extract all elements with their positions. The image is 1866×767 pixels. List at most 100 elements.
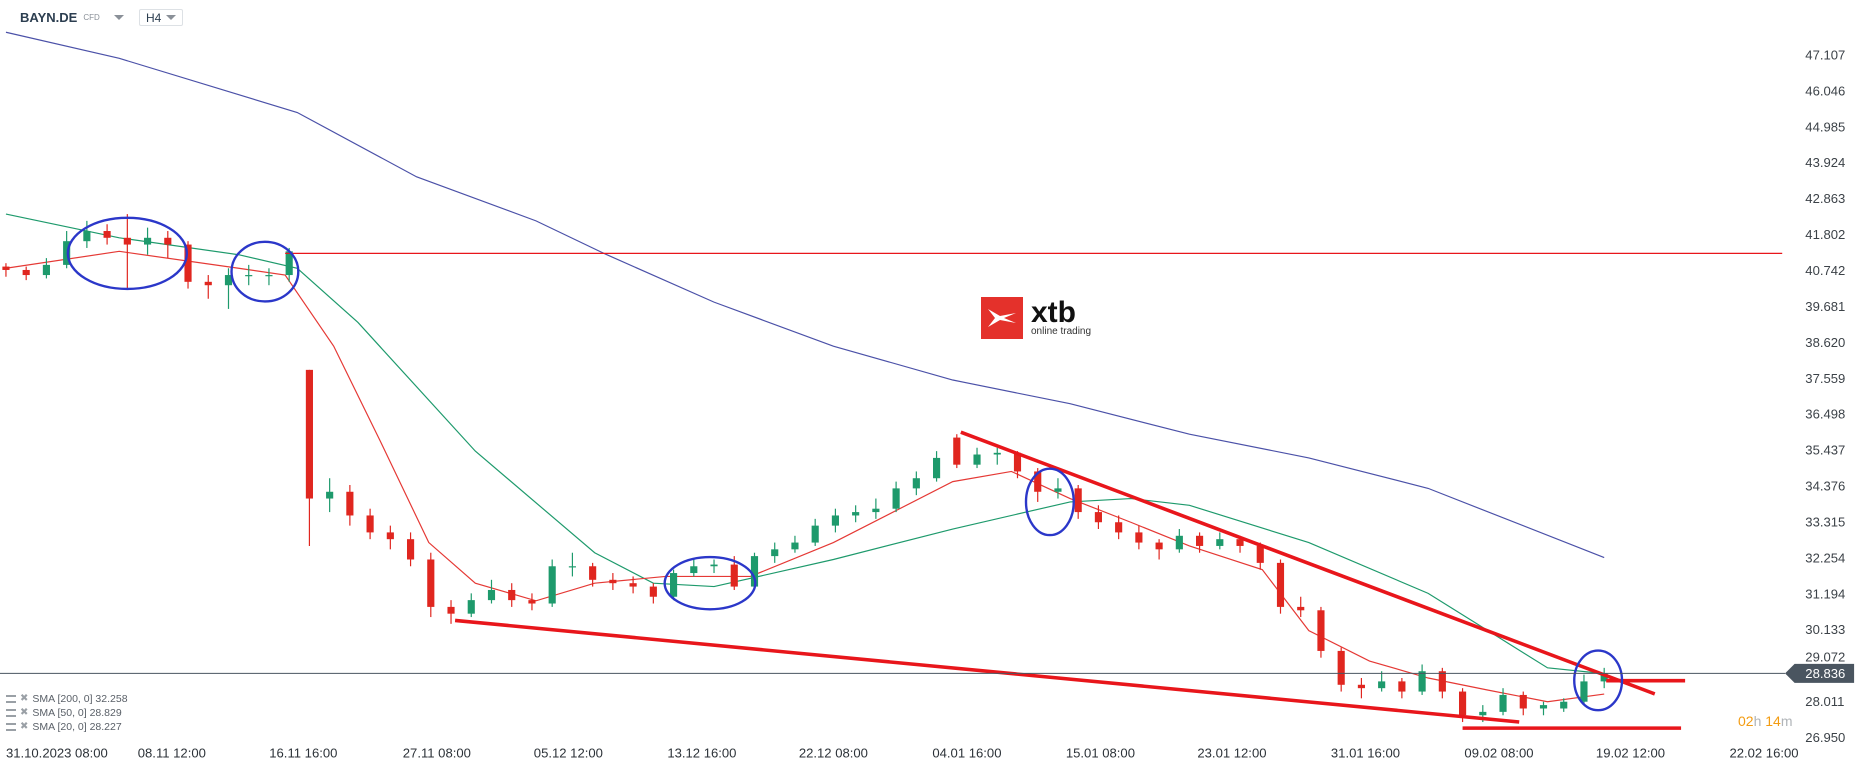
sma20-line [5, 250, 1605, 703]
x-tick-label: 31.01 16:00 [1331, 745, 1400, 760]
x-tick-label: 22.02 16:00 [1729, 745, 1798, 760]
candle-body [1357, 684, 1365, 689]
x-tick-label: 27.11 08:00 [403, 745, 471, 760]
candle-body [1054, 488, 1062, 492]
candle-body [568, 566, 576, 568]
candle-body [1418, 671, 1426, 692]
legend-label: SMA [200, 0] 32.258 [32, 693, 128, 705]
close-icon[interactable]: ✖ [20, 721, 29, 732]
highlight-ellipse [1024, 467, 1075, 537]
candle-body [1074, 488, 1082, 513]
candle-body [143, 237, 152, 245]
y-tick-label: 30.133 [1805, 622, 1845, 637]
candle-body [1115, 522, 1123, 533]
timer-m-unit: m [1780, 713, 1793, 729]
y-tick-label: 36.498 [1805, 407, 1845, 422]
candle-body [730, 564, 738, 587]
candle-body [1094, 512, 1102, 523]
chevron-down-icon [166, 15, 176, 20]
candle-body [1378, 681, 1386, 689]
candle-body [1600, 673, 1608, 682]
candle-body [265, 275, 273, 277]
candle-body [285, 251, 293, 276]
y-tick-label: 37.559 [1805, 371, 1845, 386]
candle-body [447, 606, 455, 614]
y-tick-label: 41.802 [1805, 227, 1845, 242]
candle-body [892, 488, 900, 509]
highlight-ellipse [66, 216, 189, 291]
settings-icon[interactable] [6, 723, 16, 731]
xtb-logo-icon [981, 297, 1023, 339]
legend-item-sma20[interactable]: ✖ SMA [20, 0] 28.227 [6, 720, 128, 734]
candle-body [1539, 705, 1548, 709]
candle-body [993, 452, 1001, 455]
current-price-label: 28.836 [1805, 666, 1845, 681]
candle-body [508, 589, 516, 601]
y-tick-label: 31.194 [1805, 586, 1845, 601]
y-tick-label: 47.107 [1805, 47, 1845, 62]
candle-body [1317, 610, 1325, 651]
indicator-legend: ✖ SMA [200, 0] 32.258 ✖ SMA [50, 0] 28.829… [6, 692, 128, 734]
chevron-down-icon[interactable] [113, 15, 124, 20]
candle-body [1519, 694, 1527, 709]
y-tick-label: 40.742 [1805, 263, 1845, 278]
candle-body [1034, 471, 1042, 492]
candle-body [204, 281, 212, 286]
legend-item-sma50[interactable]: ✖ SMA [50, 0] 28.829 [6, 706, 128, 720]
close-icon[interactable]: ✖ [20, 693, 29, 704]
upper-trendline [960, 430, 1656, 696]
candle-body [953, 437, 961, 465]
candle-body [1580, 681, 1588, 702]
y-tick-label: 28.011 [1805, 694, 1844, 709]
candle-body [690, 566, 698, 574]
candle-body [406, 539, 415, 560]
logo-text: xtb [1031, 295, 1076, 329]
close-icon[interactable]: ✖ [20, 707, 29, 718]
candle-body [609, 579, 617, 584]
candle-body [872, 508, 880, 513]
candle-body [1479, 711, 1487, 716]
candle-body [811, 525, 819, 543]
candle-body [771, 549, 779, 557]
settings-icon[interactable] [6, 709, 16, 717]
candle-body [1499, 694, 1507, 712]
candle-body [22, 269, 30, 276]
candle-body [710, 564, 718, 567]
legend-label: SMA [20, 0] 28.227 [32, 721, 122, 733]
candle-body [669, 573, 678, 597]
instrument-type: CFD [83, 13, 100, 22]
legend-item-sma200[interactable]: ✖ SMA [200, 0] 32.258 [6, 692, 128, 706]
y-tick-label: 33.315 [1805, 514, 1845, 529]
y-tick-label: 29.072 [1805, 650, 1845, 665]
y-tick-label: 26.950 [1805, 730, 1845, 745]
settings-icon[interactable] [6, 695, 16, 703]
lower-trendline [454, 618, 1520, 724]
candle-body [1155, 542, 1163, 550]
candle-body [528, 600, 536, 604]
candle-timer: 02h 14m [1738, 713, 1793, 729]
x-tick-label: 15.01 08:00 [1066, 745, 1135, 760]
candle-body [1276, 562, 1285, 607]
symbol-name: BAYN.DE [20, 10, 78, 25]
y-tick-label: 32.254 [1805, 550, 1845, 565]
candle-body [326, 491, 334, 499]
candle-body [791, 542, 799, 550]
symbol-selector[interactable]: BAYN.DE CFD [20, 10, 124, 25]
x-tick-label: 23.01 12:00 [1197, 745, 1266, 760]
logo-tagline: online trading [1031, 325, 1092, 337]
sma-lines [5, 31, 1605, 703]
candle-body [933, 457, 941, 479]
highlight-ellipse [1573, 649, 1624, 712]
sma50-line [5, 213, 1605, 675]
x-tick-label: 09.02 08:00 [1464, 745, 1533, 760]
candle-body [224, 275, 233, 286]
timeframe-dropdown[interactable]: H4 [139, 9, 183, 26]
candle-body [1297, 606, 1305, 611]
candle-body [123, 237, 131, 245]
y-tick-label: 42.863 [1805, 191, 1845, 206]
candle-body [1175, 535, 1183, 550]
drawings [66, 216, 1783, 730]
candle-body [305, 369, 313, 499]
candle-body [1337, 650, 1345, 685]
